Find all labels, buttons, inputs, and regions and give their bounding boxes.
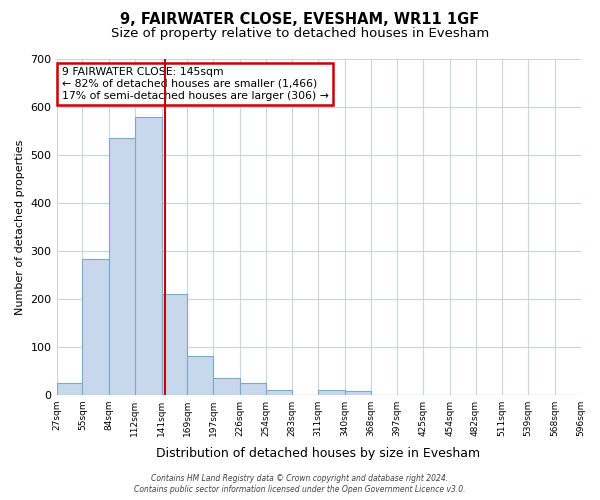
Text: Size of property relative to detached houses in Evesham: Size of property relative to detached ho… (111, 28, 489, 40)
Text: 9 FAIRWATER CLOSE: 145sqm
← 82% of detached houses are smaller (1,466)
17% of se: 9 FAIRWATER CLOSE: 145sqm ← 82% of detac… (62, 68, 329, 100)
Bar (161, 294, 187, 394)
Bar (240, 382, 266, 394)
X-axis label: Distribution of detached houses by size in Evesham: Distribution of detached houses by size … (157, 447, 481, 460)
Bar (266, 390, 292, 394)
Text: Contains HM Land Registry data © Crown copyright and database right 2024.
Contai: Contains HM Land Registry data © Crown c… (134, 474, 466, 494)
Text: 9, FAIRWATER CLOSE, EVESHAM, WR11 1GF: 9, FAIRWATER CLOSE, EVESHAM, WR11 1GF (121, 12, 479, 28)
Bar (82, 259, 109, 394)
Y-axis label: Number of detached properties: Number of detached properties (15, 139, 25, 314)
Bar (213, 378, 240, 394)
Bar (187, 356, 213, 395)
Bar (135, 116, 161, 394)
Bar (318, 390, 345, 394)
Bar (56, 382, 82, 394)
Bar (345, 392, 371, 394)
Bar (109, 138, 135, 394)
